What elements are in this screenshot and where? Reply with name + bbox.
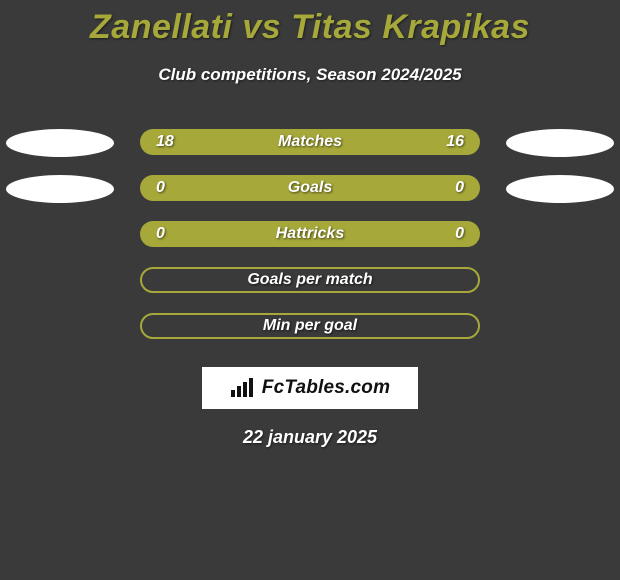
stat-bar: 0Hattricks0 bbox=[140, 221, 480, 247]
comparison-row: 0Goals0 bbox=[0, 175, 620, 221]
player-right-marker bbox=[506, 175, 614, 203]
stat-right-value: 0 bbox=[455, 179, 464, 197]
comparison-row: Goals per match bbox=[0, 267, 620, 313]
stat-label: Matches bbox=[140, 133, 480, 151]
stat-bar: 0Goals0 bbox=[140, 175, 480, 201]
logo-text: FcTables.com bbox=[262, 377, 390, 399]
stat-label: Min per goal bbox=[142, 317, 478, 335]
stat-label: Goals bbox=[140, 179, 480, 197]
comparison-row: 18Matches16 bbox=[0, 129, 620, 175]
stat-right-value: 0 bbox=[455, 225, 464, 243]
fctables-logo: FcTables.com bbox=[202, 367, 418, 409]
player-left-marker bbox=[6, 175, 114, 203]
stat-bar: Min per goal bbox=[140, 313, 480, 339]
bars-icon bbox=[230, 378, 256, 398]
stat-left-value: 0 bbox=[156, 225, 165, 243]
comparison-rows: 18Matches160Goals00Hattricks0Goals per m… bbox=[0, 129, 620, 359]
stat-left-value: 18 bbox=[156, 133, 174, 151]
player-right-marker bbox=[506, 129, 614, 157]
stat-label: Goals per match bbox=[142, 271, 478, 289]
stat-right-value: 16 bbox=[446, 133, 464, 151]
date-label: 22 january 2025 bbox=[0, 427, 620, 448]
stat-bar: 18Matches16 bbox=[140, 129, 480, 155]
stat-bar: Goals per match bbox=[140, 267, 480, 293]
page-title: Zanellati vs Titas Krapikas bbox=[0, 0, 620, 47]
comparison-row: 0Hattricks0 bbox=[0, 221, 620, 267]
player-left-marker bbox=[6, 129, 114, 157]
stat-left-value: 0 bbox=[156, 179, 165, 197]
subtitle: Club competitions, Season 2024/2025 bbox=[0, 65, 620, 85]
comparison-row: Min per goal bbox=[0, 313, 620, 359]
stat-label: Hattricks bbox=[140, 225, 480, 243]
